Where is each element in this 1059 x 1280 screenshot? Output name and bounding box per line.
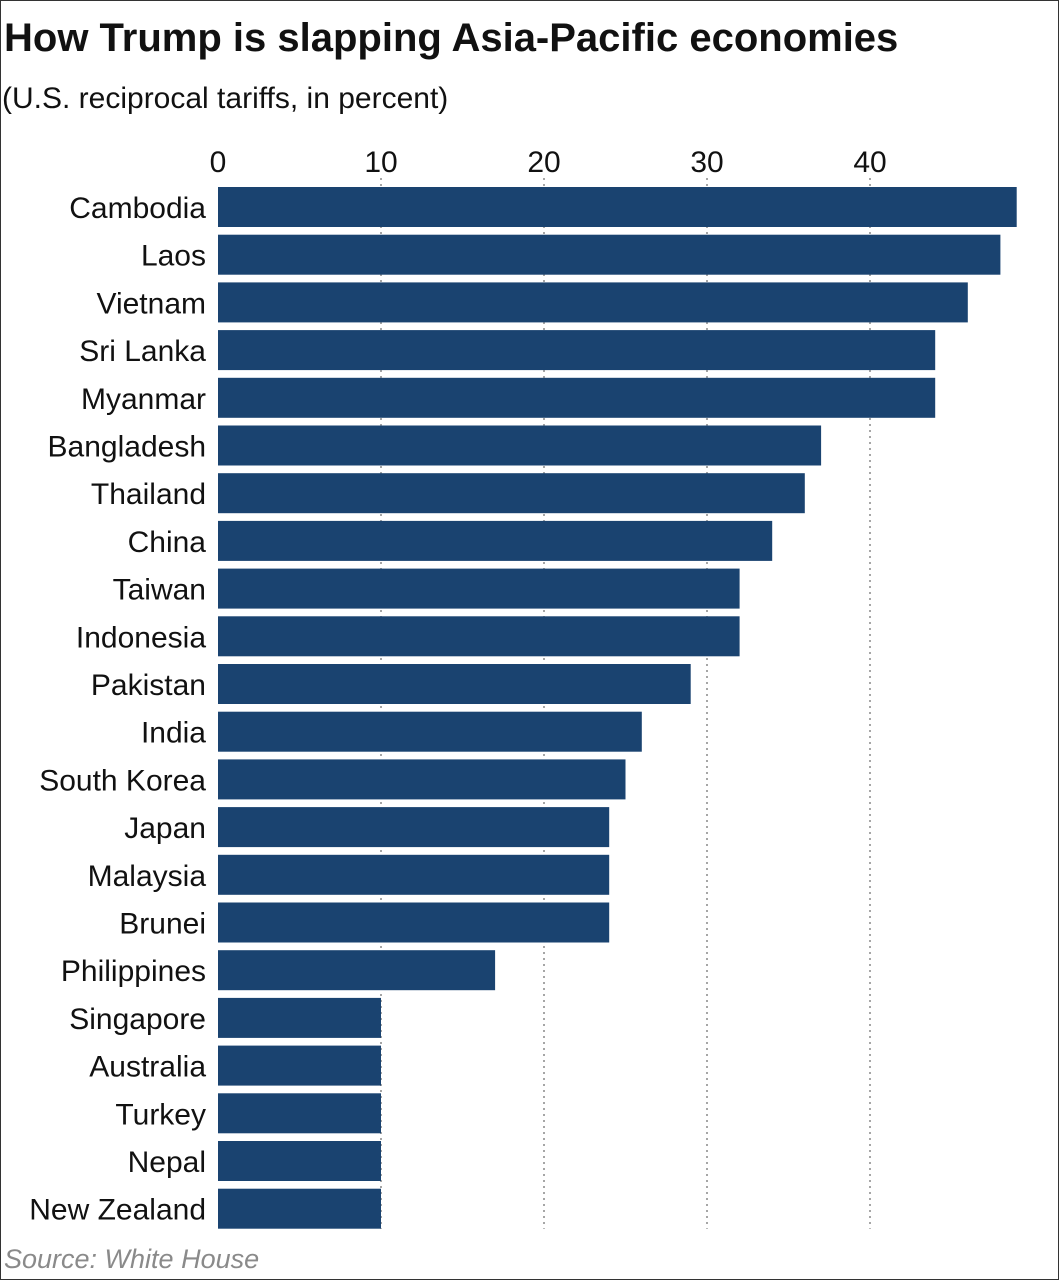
bar bbox=[218, 711, 642, 752]
x-tick-label: 0 bbox=[210, 146, 227, 179]
category-label: Taiwan bbox=[113, 574, 206, 607]
bar bbox=[218, 759, 626, 800]
category-label: Brunei bbox=[119, 908, 206, 941]
x-tick-label: 20 bbox=[527, 146, 560, 179]
chart-subtitle: (U.S. reciprocal tariffs, in percent) bbox=[2, 82, 449, 115]
bar bbox=[218, 997, 381, 1038]
bar bbox=[218, 950, 496, 991]
bar bbox=[218, 425, 822, 466]
bar bbox=[218, 187, 1017, 227]
source-note: Source: White House bbox=[4, 1244, 260, 1274]
category-label: Singapore bbox=[69, 1003, 206, 1036]
category-label: Myanmar bbox=[81, 383, 206, 416]
category-label: India bbox=[141, 717, 206, 750]
x-tick-label: 10 bbox=[364, 146, 397, 179]
x-tick-label: 30 bbox=[690, 146, 723, 179]
category-label: New Zealand bbox=[29, 1194, 206, 1227]
bar bbox=[218, 902, 610, 943]
bar bbox=[218, 234, 1001, 275]
bar bbox=[218, 520, 773, 561]
bar bbox=[218, 1141, 381, 1181]
category-label: Laos bbox=[141, 240, 206, 273]
category-label: Turkey bbox=[115, 1098, 206, 1131]
bar bbox=[218, 664, 691, 704]
category-label: South Korea bbox=[39, 764, 206, 797]
bar bbox=[218, 568, 740, 609]
bar bbox=[218, 473, 805, 514]
x-tick-label: 40 bbox=[853, 146, 886, 179]
category-label: Cambodia bbox=[69, 192, 206, 225]
category-label: Vietnam bbox=[96, 287, 206, 320]
category-label: Nepal bbox=[128, 1146, 206, 1179]
chart-title: How Trump is slapping Asia-Pacific econo… bbox=[4, 16, 899, 60]
bar bbox=[218, 282, 968, 323]
bar bbox=[218, 330, 936, 371]
bar bbox=[218, 807, 610, 848]
category-label: Australia bbox=[89, 1051, 206, 1084]
bar bbox=[218, 1045, 381, 1086]
category-label: Bangladesh bbox=[48, 431, 206, 464]
bar bbox=[218, 377, 936, 418]
category-label: Malaysia bbox=[88, 860, 207, 893]
category-label: Thailand bbox=[91, 478, 206, 511]
category-label: Japan bbox=[124, 812, 206, 845]
category-label: Pakistan bbox=[91, 669, 206, 702]
category-label: China bbox=[128, 526, 207, 559]
bar bbox=[218, 1093, 381, 1134]
bar bbox=[218, 1188, 381, 1229]
category-label: Indonesia bbox=[76, 621, 206, 654]
category-label: Philippines bbox=[61, 955, 206, 988]
bar bbox=[218, 616, 740, 657]
category-label: Sri Lanka bbox=[79, 335, 206, 368]
bar bbox=[218, 854, 610, 895]
